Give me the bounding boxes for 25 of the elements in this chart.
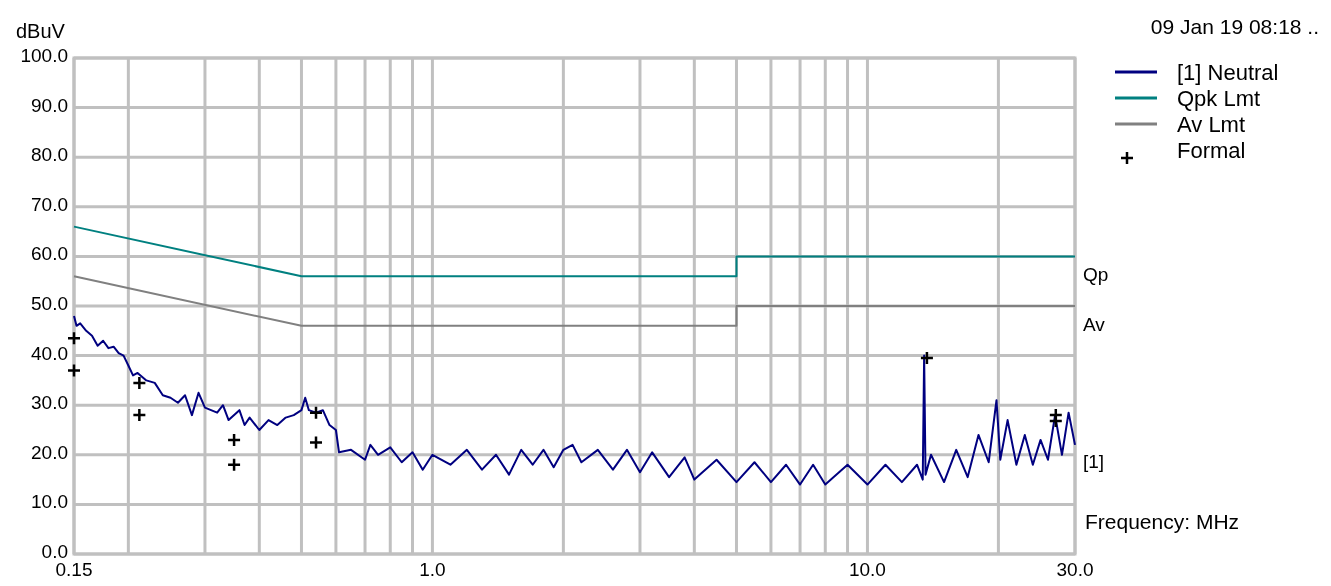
text: Qp <box>1083 264 1109 285</box>
text: Av <box>1083 314 1106 335</box>
legend-label: Av Lmt <box>1177 112 1246 137</box>
y-axis-title: dBuV <box>16 20 66 42</box>
text: 09 Jan 19 08:18 .. <box>1150 15 1319 38</box>
y-tick-label: 100.0 <box>20 45 68 66</box>
y-tick-label: 70.0 <box>31 193 68 215</box>
x-axis-title: Frequency: MHz <box>1085 510 1240 533</box>
x-tick-label: 1.0 <box>419 559 446 580</box>
x-tick-label: 30.0 <box>1056 559 1094 580</box>
y-tick-label: 40.0 <box>31 342 68 364</box>
y-tick-label: 0.0 <box>41 541 68 562</box>
y-tick-label: 80.0 <box>31 144 68 166</box>
y-tick-label: 30.0 <box>31 392 68 414</box>
y-tick-label: 50.0 <box>31 293 68 314</box>
y-tick-label: 20.0 <box>31 441 68 463</box>
y-tick-label: 10.0 <box>31 491 68 513</box>
x-tick-label: 10.0 <box>848 559 886 580</box>
legend-label: [1] Neutral <box>1177 60 1279 85</box>
y-tick-label: 60.0 <box>31 243 68 265</box>
y-tick-label: 90.0 <box>31 94 68 116</box>
text: [1] <box>1083 451 1105 472</box>
legend-label: Formal <box>1177 138 1246 163</box>
legend-label: Qpk Lmt <box>1177 86 1261 111</box>
x-tick-label: 0.15 <box>55 559 93 580</box>
